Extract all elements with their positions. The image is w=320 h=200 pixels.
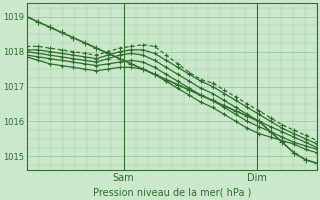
X-axis label: Pression niveau de la mer( hPa ): Pression niveau de la mer( hPa ): [93, 187, 251, 197]
